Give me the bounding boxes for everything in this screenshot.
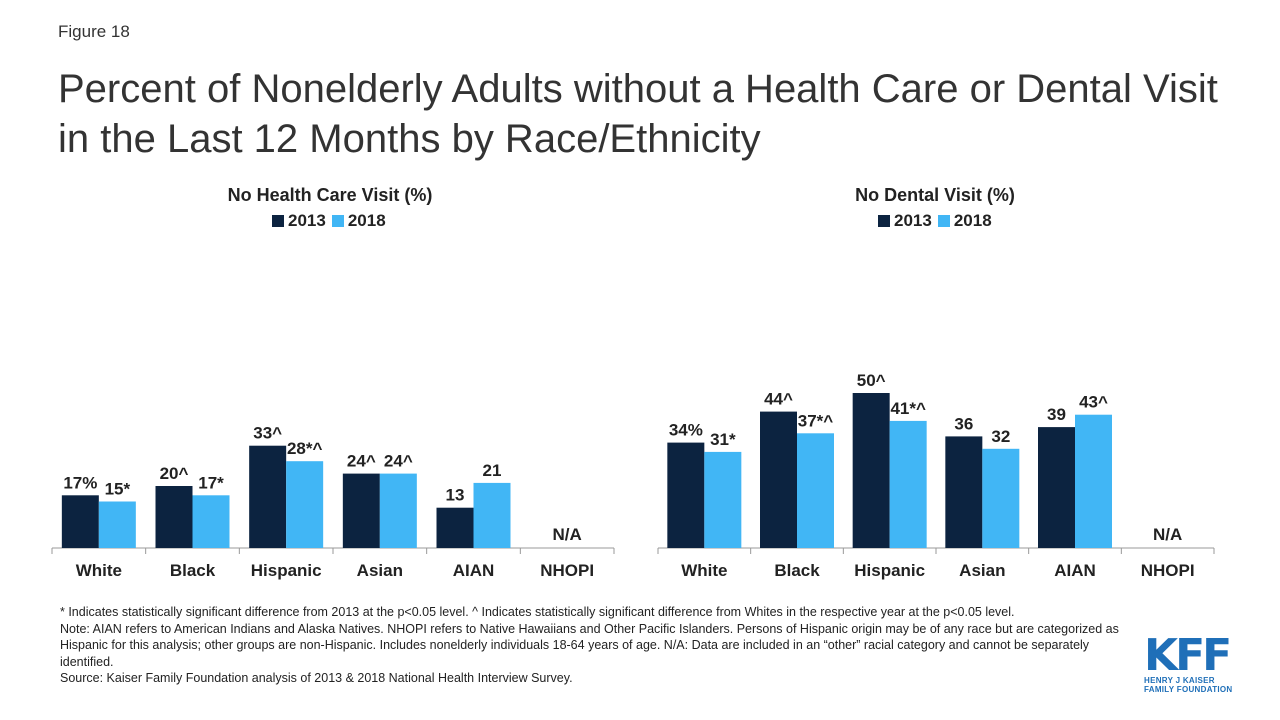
data-label: 24^	[384, 452, 413, 471]
bar-2013	[852, 393, 890, 548]
legend-swatch-2013	[272, 215, 284, 227]
legend-item-2018: 2018	[331, 211, 386, 231]
data-label: 20^	[160, 464, 189, 483]
x-tick-label: Asian	[959, 561, 1005, 580]
bar-2018	[192, 495, 230, 548]
x-tick-label: Hispanic	[854, 561, 925, 580]
data-label: 31*	[710, 430, 736, 449]
data-label: 24^	[347, 452, 376, 471]
bar-2013	[1038, 427, 1075, 548]
bar-2018	[473, 482, 511, 548]
x-tick-label: White	[681, 561, 727, 580]
data-label: 37*^	[798, 411, 834, 430]
footnotes: * Indicates statistically significant di…	[60, 604, 1120, 687]
data-label: 36	[954, 414, 973, 433]
footnote-source: Source: Kaiser Family Foundation analysi…	[60, 671, 573, 685]
data-label: 50^	[857, 371, 886, 390]
x-tick-label: AIAN	[453, 561, 495, 580]
footnote-significance: * Indicates statistically significant di…	[60, 605, 1015, 619]
bar-2013	[61, 495, 99, 548]
logo-line-1: HENRY J KAISER	[1144, 676, 1215, 685]
bar-2018	[98, 501, 136, 548]
x-tick-label: White	[76, 561, 122, 580]
bar-2018	[379, 473, 417, 548]
x-tick-label: Asian	[357, 561, 403, 580]
bar-2013	[249, 445, 287, 548]
x-tick-label: NHOPI	[540, 561, 594, 580]
bar-2018	[704, 451, 742, 548]
x-tick-label: AIAN	[1054, 561, 1096, 580]
legend-swatch-2013	[878, 215, 890, 227]
bar-2018	[889, 420, 927, 548]
footnote-definitions: Note: AIAN refers to American Indians an…	[60, 621, 1119, 669]
bar-2013	[760, 411, 797, 548]
bar-2018	[797, 433, 834, 548]
kff-logo: KFF HENRY J KAISER FAMILY FOUNDATION	[1144, 630, 1236, 695]
data-label: 13	[446, 486, 465, 505]
bar-charts: White 17% 15* Black 20^ 17* Hispanic 33^ 28*^ Asi…	[51, 371, 1215, 580]
data-label: 34%	[669, 421, 703, 440]
legend-label-2013: 2013	[894, 211, 932, 230]
x-tick-label: NHOPI	[1141, 561, 1195, 580]
legend-label-2013: 2013	[288, 211, 326, 230]
bar-2018	[982, 448, 1020, 548]
bar-2018	[286, 461, 324, 548]
logo-line-2: FAMILY FOUNDATION	[1144, 685, 1233, 694]
na-label: N/A	[553, 525, 582, 544]
legend-item-2013: 2013	[272, 211, 326, 231]
data-label: 28*^	[287, 439, 323, 458]
page-title: Percent of Nonelderly Adults without a H…	[58, 67, 1218, 161]
data-label: 39	[1047, 405, 1066, 424]
data-label: 17%	[63, 473, 97, 492]
chart-title-health-care: No Health Care Visit (%)	[227, 185, 433, 205]
bar-2013	[945, 436, 983, 548]
data-label: 32	[991, 427, 1010, 446]
legend-item-2013: 2013	[878, 211, 932, 231]
data-label: 17*	[198, 473, 224, 492]
bar-2013	[667, 442, 705, 548]
data-label: 15*	[105, 480, 131, 499]
figure-label: Figure 18	[58, 22, 130, 41]
legend-label-2018: 2018	[953, 211, 992, 230]
legend-dental: 2013 2018	[878, 211, 992, 231]
na-label: N/A	[1153, 525, 1182, 544]
x-tick-label: Hispanic	[251, 561, 322, 580]
legend-swatch-2018	[937, 215, 950, 227]
legend-health-care: 2013 2018	[272, 211, 386, 231]
data-label: 21	[483, 461, 502, 480]
data-label: 33^	[253, 424, 282, 443]
bar-2013	[436, 507, 474, 548]
logo-mark: KFF	[1144, 630, 1232, 681]
legend-label-2018: 2018	[347, 211, 386, 230]
data-label: 44^	[764, 390, 793, 409]
data-label: 41*^	[890, 399, 926, 418]
bar-2013	[342, 473, 380, 548]
data-label: 43^	[1079, 393, 1108, 412]
legend-swatch-2018	[331, 215, 344, 227]
legend-item-2018: 2018	[937, 211, 992, 231]
x-tick-label: Black	[774, 561, 820, 580]
bar-2013	[155, 486, 193, 548]
bar-2018	[1075, 414, 1112, 548]
x-tick-label: Black	[170, 561, 216, 580]
chart-title-dental: No Dental Visit (%)	[855, 185, 1015, 205]
